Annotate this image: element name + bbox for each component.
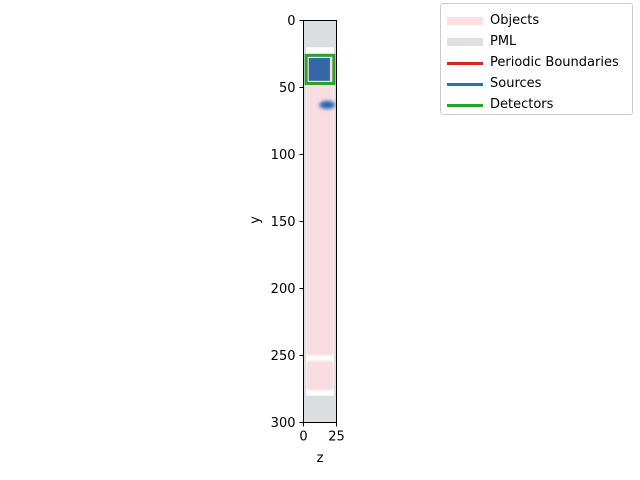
detectors-layer [304, 53, 336, 85]
legend-item-periodic-boundaries: Periodic Boundaries [441, 54, 631, 74]
plot-area [303, 20, 337, 423]
legend-item-pml: PML [441, 33, 631, 53]
sources-layer [308, 58, 336, 109]
pml-region [303, 20, 307, 423]
periodic-boundaries-swatch [447, 62, 483, 65]
x-axis-label: z [317, 451, 324, 466]
y-axis-ticks: 0 50 100 150 200 250 300 [271, 14, 304, 431]
y-tick-label: 300 [271, 416, 296, 431]
legend-label-periodic-boundaries: Periodic Boundaries [490, 55, 619, 70]
x-axis-ticks: 0 25 [299, 422, 345, 445]
object-region [306, 54, 334, 356]
pml-region [303, 395, 337, 423]
legend-label-pml: PML [490, 34, 517, 49]
pml-layer [303, 20, 337, 423]
y-tick-label: 0 [287, 14, 295, 29]
x-tick-label: 25 [328, 430, 345, 445]
detector-region [304, 53, 336, 85]
pml-region [333, 20, 337, 423]
sources-swatch [447, 83, 483, 86]
legend-label-objects: Objects [490, 13, 540, 28]
legend-label-sources: Sources [490, 76, 542, 91]
objects-swatch [447, 17, 483, 25]
y-tick-label: 100 [271, 148, 296, 163]
legend-item-objects: Objects [441, 12, 631, 32]
y-tick-label: 200 [271, 282, 296, 297]
y-tick-label: 250 [271, 349, 296, 364]
legend: Objects PML Periodic Boundaries Sources … [440, 3, 633, 115]
legend-item-sources: Sources [441, 75, 631, 95]
legend-label-detectors: Detectors [490, 97, 554, 112]
pml-region [303, 20, 337, 48]
legend-item-detectors: Detectors [441, 96, 631, 116]
y-axis-label: y [248, 216, 263, 224]
y-tick-label: 50 [279, 81, 296, 96]
source-region [308, 58, 330, 81]
source-blob [319, 100, 336, 109]
detectors-swatch [447, 104, 483, 107]
y-tick-label: 150 [271, 215, 296, 230]
x-tick-label: 0 [299, 430, 307, 445]
pml-swatch [447, 38, 483, 46]
object-region [306, 360, 334, 391]
